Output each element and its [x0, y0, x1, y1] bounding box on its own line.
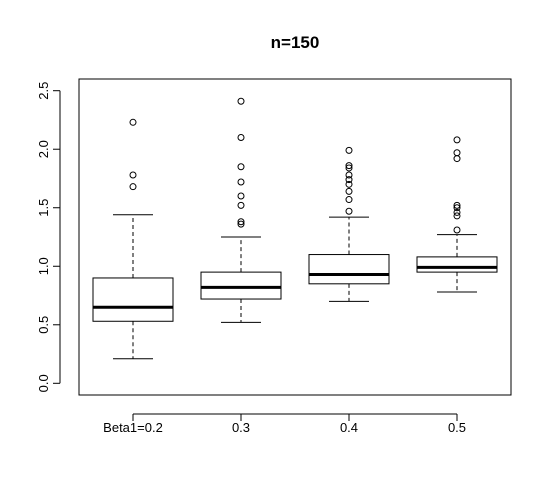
outlier-point [345, 207, 353, 215]
y-axis: 0.0 0.5 1.0 1.5 2.0 2.5 [36, 82, 61, 392]
outlier-point [237, 218, 245, 226]
outlier-point [453, 149, 461, 157]
x-tick-label: 0.3 [232, 420, 250, 435]
outlier-point [453, 208, 461, 216]
y-tick-label: 0.5 [36, 316, 51, 334]
box-group [308, 146, 390, 302]
y-tick-label: 1.5 [36, 199, 51, 217]
plot-area [92, 97, 498, 360]
box-group [200, 97, 282, 323]
chart-title: n=150 [271, 33, 320, 52]
outlier-point [345, 164, 353, 172]
y-tick-label: 1.0 [36, 257, 51, 275]
outlier-point [237, 192, 245, 200]
outlier-point [237, 97, 245, 105]
outlier-point [237, 220, 245, 228]
y-tick-label: 2.0 [36, 140, 51, 158]
outlier-point [345, 187, 353, 195]
box-group [416, 136, 498, 293]
outlier-point [345, 180, 353, 188]
outlier-point [345, 146, 353, 154]
outlier-point [453, 226, 461, 234]
outlier-point [345, 176, 353, 184]
y-tick-label: 2.5 [36, 82, 51, 100]
outlier-point [345, 171, 353, 179]
outlier-point [453, 212, 461, 220]
outlier-point [345, 196, 353, 204]
plot-frame [78, 78, 512, 396]
iqr-box [200, 271, 282, 300]
x-axis: Beta1=0.2 0.3 0.4 0.5 [103, 413, 466, 435]
outlier-point [237, 201, 245, 209]
x-tick-label: 0.5 [448, 420, 466, 435]
outlier-point [453, 201, 461, 209]
x-tick-label: Beta1=0.2 [103, 420, 163, 435]
iqr-box [416, 256, 498, 273]
outlier-point [129, 183, 137, 191]
outlier-point [453, 136, 461, 144]
iqr-box [92, 277, 174, 322]
y-tick-label: 0.0 [36, 374, 51, 392]
outlier-point [453, 155, 461, 163]
outlier-point [129, 171, 137, 179]
outlier-point [237, 163, 245, 171]
x-tick-label: 0.4 [340, 420, 358, 435]
outlier-point [237, 134, 245, 142]
outlier-point [345, 162, 353, 170]
outlier-point [237, 178, 245, 186]
outlier-point [453, 204, 461, 212]
iqr-box [308, 254, 390, 285]
outlier-point [129, 118, 137, 126]
box-group [92, 118, 174, 360]
